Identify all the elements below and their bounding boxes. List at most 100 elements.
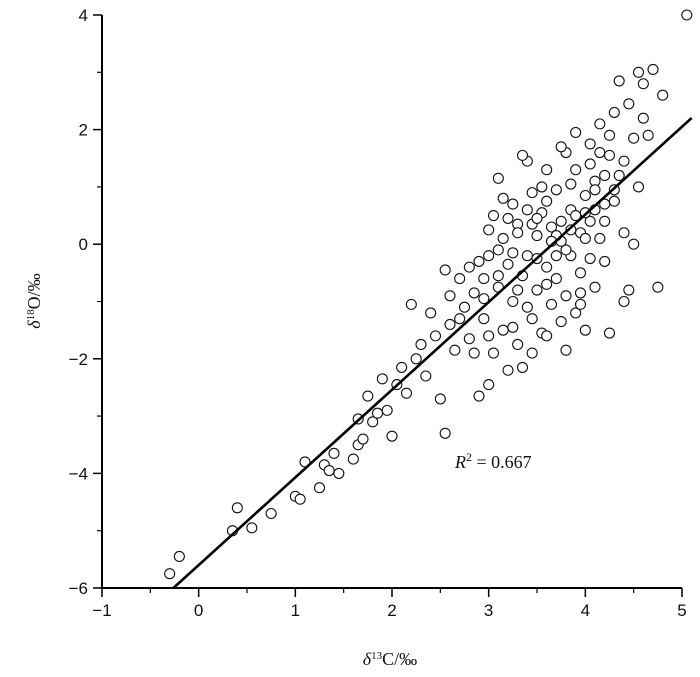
x-tick-label: 0	[194, 601, 203, 620]
y-label-rest: O/‰	[24, 273, 44, 309]
data-point	[487, 210, 500, 222]
data-point	[628, 132, 640, 144]
data-point	[507, 247, 519, 259]
data-point	[657, 89, 669, 101]
data-point	[444, 290, 456, 302]
data-point	[357, 433, 369, 445]
data-point	[386, 430, 398, 442]
data-point	[473, 390, 485, 402]
data-point	[512, 284, 524, 296]
data-point	[333, 467, 345, 479]
data-point	[632, 181, 645, 193]
data-point	[555, 316, 567, 328]
data-point	[507, 198, 519, 210]
y-tick-label: −2	[69, 350, 88, 369]
data-point	[294, 493, 306, 505]
annotation-sup: 2	[466, 450, 472, 464]
data-point	[608, 195, 620, 207]
data-point	[570, 126, 582, 139]
data-point	[570, 164, 582, 176]
y-tick-label: −4	[69, 464, 88, 483]
x-tick-label: 1	[291, 601, 300, 620]
data-point	[502, 212, 514, 224]
data-point	[579, 189, 591, 202]
data-point	[507, 295, 519, 308]
data-point	[560, 344, 572, 356]
y-label-sup: 18	[25, 309, 37, 321]
data-point	[531, 212, 543, 224]
data-point	[574, 298, 587, 310]
data-point	[603, 149, 616, 161]
data-point	[550, 273, 562, 285]
data-point	[439, 427, 451, 439]
y-label-delta: δ	[24, 320, 44, 329]
data-point	[400, 387, 413, 399]
data-point	[231, 502, 243, 514]
data-point	[550, 250, 562, 262]
data-point	[313, 482, 326, 494]
data-point	[497, 232, 509, 245]
data-point	[449, 344, 461, 356]
data-point	[618, 227, 630, 239]
data-point	[473, 255, 485, 267]
data-point	[541, 330, 553, 342]
data-point	[454, 313, 466, 325]
data-point	[502, 258, 514, 270]
data-point	[507, 321, 519, 333]
x-tick-label: 3	[484, 601, 493, 620]
data-point	[570, 307, 582, 319]
data-point	[531, 284, 543, 296]
x-label-delta: δ	[363, 649, 372, 669]
data-point	[512, 227, 524, 239]
data-point	[613, 169, 625, 181]
y-tick-label: 2	[79, 121, 88, 140]
ticks-layer: −1 0 1 2 3 4 5 −6 −4 −2 0 2 4	[69, 6, 687, 620]
data-point	[541, 261, 553, 273]
axes-layer	[101, 15, 693, 589]
data-point	[637, 78, 649, 90]
data-point	[589, 184, 601, 196]
data-point	[594, 118, 606, 130]
data-point	[545, 298, 558, 310]
x-tick-label: 5	[677, 601, 686, 620]
data-point	[492, 172, 504, 184]
data-point	[405, 298, 417, 310]
data-point	[536, 181, 548, 193]
data-point	[483, 224, 495, 236]
data-point	[584, 158, 596, 170]
data-point	[623, 284, 635, 296]
data-point	[173, 550, 185, 563]
data-point	[618, 155, 630, 167]
data-point	[632, 66, 645, 78]
data-point	[550, 184, 562, 196]
data-point	[246, 522, 258, 534]
data-point	[521, 250, 533, 262]
y-tick-label: −6	[69, 579, 88, 598]
data-point	[555, 141, 567, 153]
data-point	[608, 106, 620, 118]
data-point	[541, 164, 553, 176]
data-point	[526, 347, 538, 359]
data-point	[483, 379, 495, 391]
data-point	[164, 568, 176, 580]
data-point	[545, 221, 558, 233]
x-label-rest: C/‰	[382, 649, 417, 669]
data-point	[565, 224, 577, 236]
data-point	[603, 129, 616, 141]
data-point	[410, 353, 422, 365]
data-point	[618, 295, 630, 308]
data-point	[584, 138, 596, 150]
data-point	[347, 453, 359, 465]
data-point	[603, 327, 616, 339]
x-tick-label: −1	[92, 601, 111, 620]
data-point	[521, 204, 533, 216]
annotation-r: R	[454, 452, 466, 472]
data-point	[516, 361, 529, 373]
data-point	[497, 192, 509, 204]
data-point	[362, 390, 374, 402]
data-point	[492, 270, 504, 282]
data-point	[328, 447, 340, 459]
data-point	[560, 290, 572, 302]
points-layer	[164, 9, 693, 580]
data-point	[594, 146, 606, 159]
